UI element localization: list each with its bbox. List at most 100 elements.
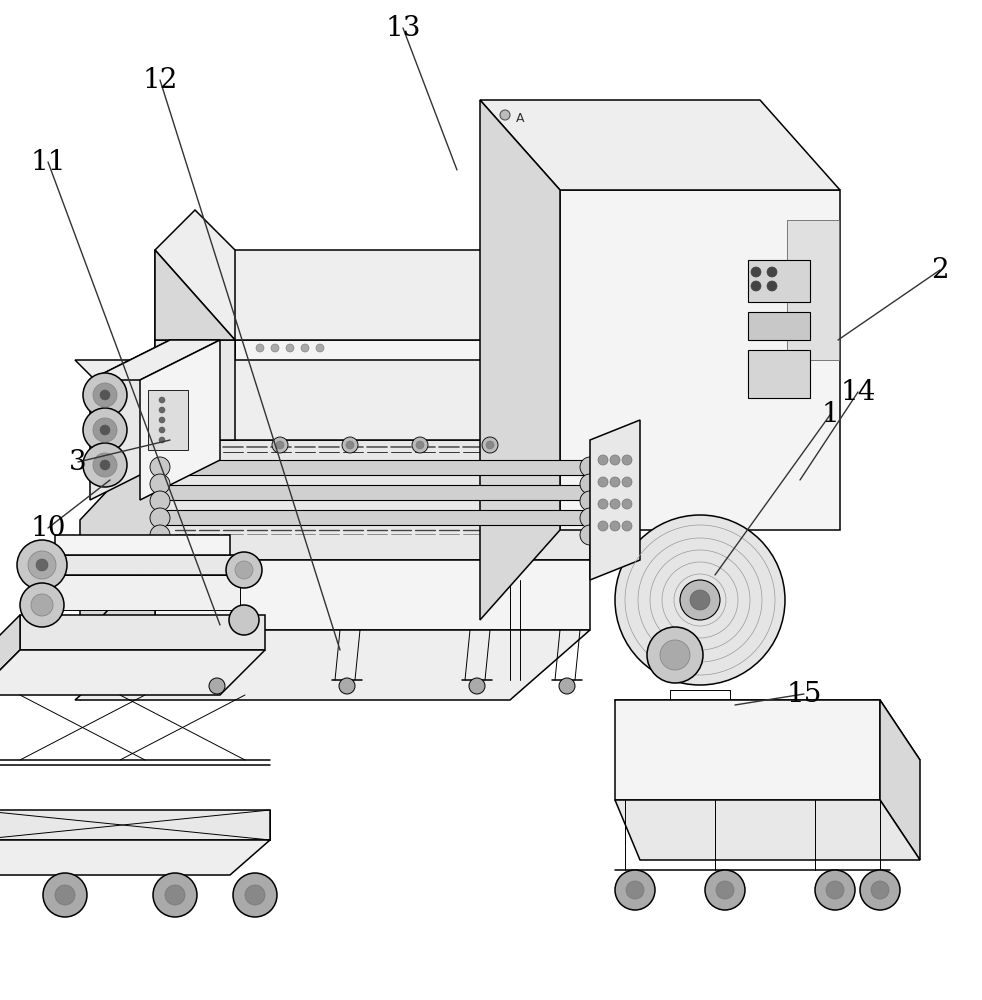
Polygon shape [480,100,840,190]
Circle shape [100,390,110,400]
Circle shape [716,881,734,899]
Circle shape [486,441,494,449]
Circle shape [500,110,510,120]
Circle shape [150,457,170,477]
Circle shape [767,281,777,291]
Polygon shape [80,440,155,640]
Text: 14: 14 [841,378,876,406]
Circle shape [301,344,309,352]
Text: 2: 2 [931,256,949,284]
Polygon shape [615,700,880,800]
Polygon shape [90,340,170,500]
Bar [148,390,188,450]
Circle shape [159,437,165,443]
Circle shape [751,267,761,277]
Polygon shape [0,810,270,840]
Polygon shape [0,840,270,875]
Circle shape [165,885,185,905]
Circle shape [871,881,889,899]
Circle shape [469,678,485,694]
Circle shape [17,540,67,590]
Polygon shape [20,615,265,650]
Circle shape [626,881,644,899]
Circle shape [229,605,259,635]
Text: 3: 3 [69,448,86,476]
Circle shape [93,383,117,407]
Circle shape [559,678,575,694]
Polygon shape [155,340,235,440]
Polygon shape [615,700,920,760]
Bar [787,220,839,360]
Polygon shape [235,340,560,530]
Circle shape [36,559,48,571]
Circle shape [660,640,690,670]
Circle shape [767,267,777,277]
Text: 10: 10 [30,514,66,542]
Circle shape [276,441,284,449]
Polygon shape [50,555,240,575]
Circle shape [598,521,608,531]
Circle shape [28,551,56,579]
Circle shape [690,590,710,610]
Text: 15: 15 [787,680,822,708]
Polygon shape [155,210,235,340]
Polygon shape [0,650,265,695]
Polygon shape [590,420,640,580]
Circle shape [416,441,424,449]
Circle shape [286,344,294,352]
Circle shape [342,437,358,453]
Circle shape [580,491,600,511]
Polygon shape [140,340,220,500]
Circle shape [226,552,262,588]
Circle shape [826,881,844,899]
Polygon shape [80,560,155,700]
Polygon shape [160,485,590,500]
Polygon shape [75,630,590,700]
Circle shape [150,474,170,494]
Circle shape [316,344,324,352]
Circle shape [815,870,855,910]
Circle shape [159,417,165,423]
Circle shape [751,281,761,291]
Circle shape [860,870,900,910]
Circle shape [580,525,600,545]
Circle shape [598,499,608,509]
Circle shape [209,678,225,694]
Circle shape [647,627,703,683]
Circle shape [159,427,165,433]
Polygon shape [155,440,590,560]
Text: 13: 13 [385,14,420,41]
Circle shape [150,508,170,528]
Circle shape [150,491,170,511]
Circle shape [610,521,620,531]
Polygon shape [480,100,560,620]
Circle shape [580,474,600,494]
Polygon shape [155,250,560,340]
Circle shape [159,397,165,403]
Circle shape [100,425,110,435]
Polygon shape [0,615,20,695]
Circle shape [245,885,265,905]
Circle shape [412,437,428,453]
Circle shape [235,561,253,579]
Circle shape [271,344,279,352]
Circle shape [159,407,165,413]
Circle shape [83,443,127,487]
Text: 12: 12 [142,66,178,94]
Circle shape [622,521,632,531]
Polygon shape [155,560,590,630]
Circle shape [598,455,608,465]
Text: 1: 1 [821,401,839,428]
Polygon shape [560,190,840,530]
Polygon shape [90,340,220,380]
Polygon shape [160,460,590,475]
Circle shape [705,870,745,910]
Circle shape [150,525,170,545]
Circle shape [20,583,64,627]
Circle shape [580,457,600,477]
Circle shape [346,441,354,449]
Bar [748,350,810,398]
Bar [748,260,810,302]
Polygon shape [75,360,590,440]
Circle shape [339,678,355,694]
